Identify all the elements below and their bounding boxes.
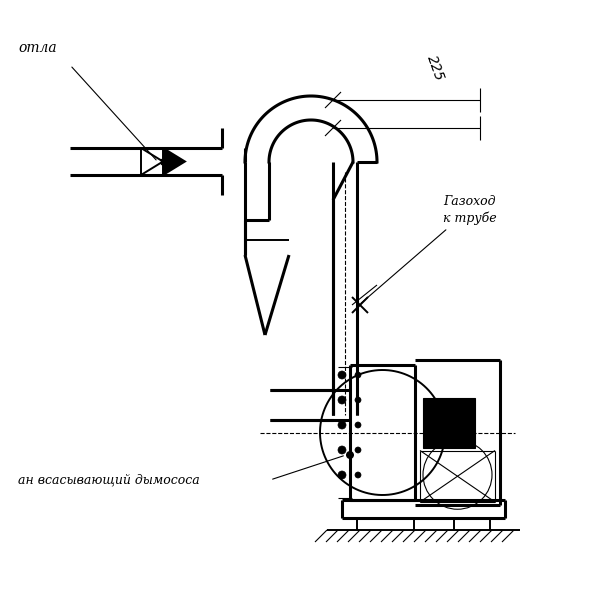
Circle shape: [346, 451, 354, 459]
Circle shape: [355, 422, 361, 428]
Circle shape: [355, 372, 361, 378]
Circle shape: [338, 396, 346, 404]
Circle shape: [338, 421, 346, 429]
Circle shape: [338, 446, 346, 454]
Circle shape: [338, 471, 346, 479]
Polygon shape: [163, 148, 185, 175]
Bar: [423, 397, 475, 448]
Text: 225: 225: [424, 53, 446, 83]
Bar: [161, 159, 166, 164]
Text: отла: отла: [18, 41, 56, 55]
Circle shape: [355, 472, 361, 478]
Text: Газоход
к трубе: Газоход к трубе: [443, 195, 497, 225]
Circle shape: [355, 397, 361, 403]
Circle shape: [338, 371, 346, 379]
Circle shape: [355, 447, 361, 453]
Text: ан всасывающий дымососа: ан всасывающий дымососа: [18, 473, 200, 487]
